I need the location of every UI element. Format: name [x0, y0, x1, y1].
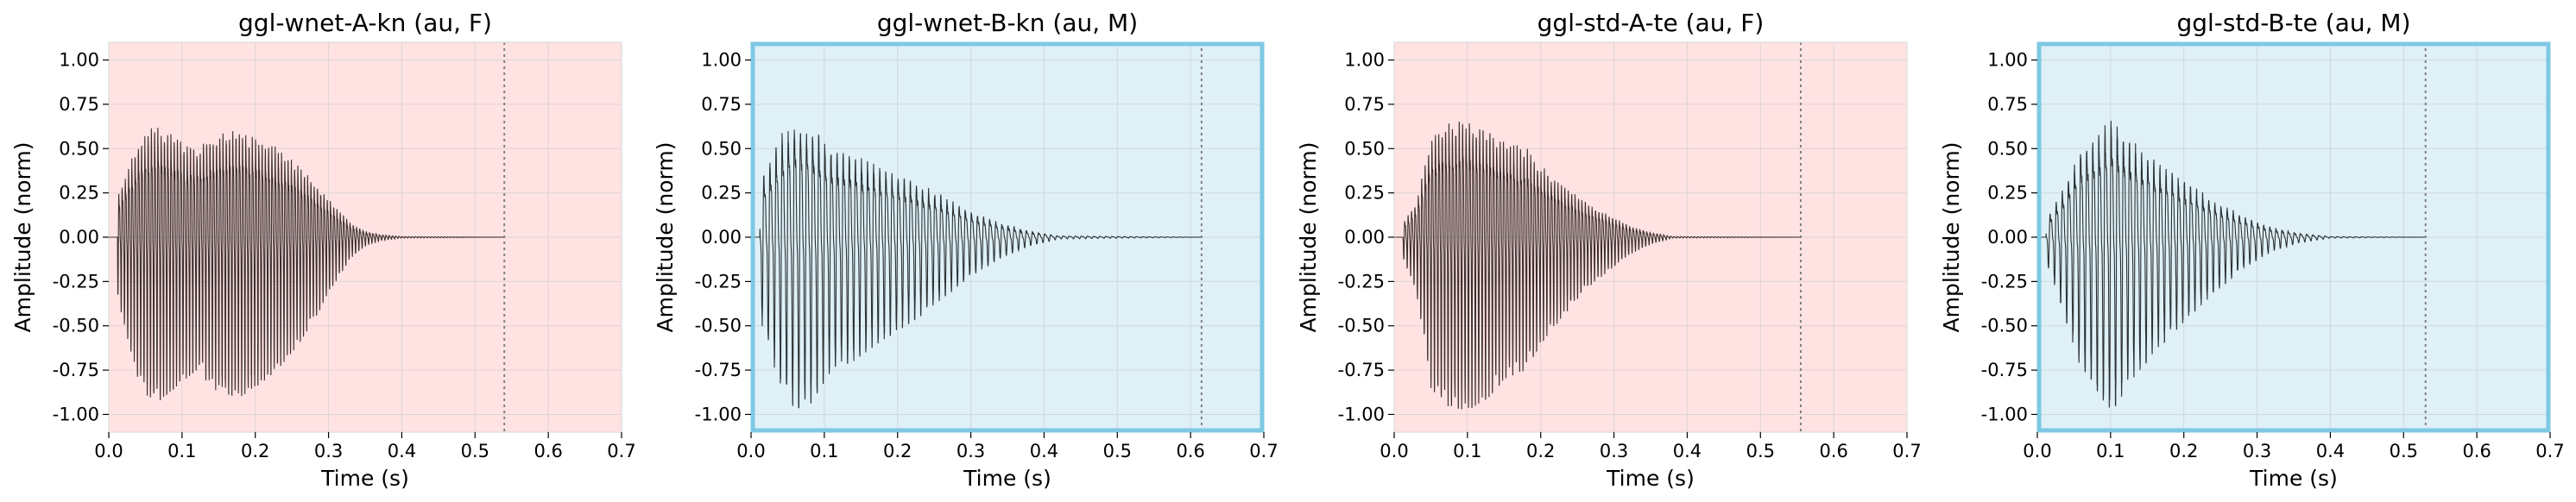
x-tick-label: 0.7: [1892, 441, 1921, 461]
x-tick-label: 0.3: [2243, 441, 2271, 461]
x-tick-label: 0.6: [534, 441, 562, 461]
y-tick-label: 0.50: [59, 138, 99, 159]
y-tick-label: 0.75: [59, 94, 99, 115]
y-tick-label: 0.50: [701, 138, 742, 159]
subplot-title: ggl-wnet-B-kn (au, M): [877, 9, 1138, 37]
x-tick-label: 0.4: [1030, 441, 1058, 461]
series-waveform: [1394, 121, 1801, 410]
y-tick-label: -0.75: [1981, 360, 2028, 380]
subplot-1: 0.0 0.1 0.2 0.3 0.4 0.5 0.6 0.7 1.00 0.75 0.50 0.25…: [10, 9, 636, 491]
x-tick-label: 0.1: [2096, 441, 2125, 461]
x-tick-label: 0.1: [810, 441, 838, 461]
x-tick-label: 0.3: [314, 441, 343, 461]
y-tick-label: 0.25: [1987, 183, 2028, 204]
y-tick-label: -0.50: [1981, 316, 2028, 336]
x-tick-label: 0.6: [1176, 441, 1204, 461]
x-tick-label: 0.2: [883, 441, 912, 461]
y-tick-label: -1.00: [695, 404, 742, 424]
subplot-4: 0.0 0.1 0.2 0.3 0.4 0.5 0.6 0.7 1.00 0.75 0.50 0.25…: [1939, 9, 2565, 491]
x-tick-label: 0.5: [1746, 441, 1775, 461]
y-tick-label: -0.50: [53, 316, 99, 336]
series-waveform: [2037, 120, 2426, 408]
y-axis-label: Amplitude (norm): [1296, 142, 1321, 333]
x-tick-label: 0.0: [94, 441, 123, 461]
y-tick-label: 0.00: [1344, 227, 1385, 248]
y-tick-label: -0.50: [695, 316, 742, 336]
y-tick-label: -0.50: [1338, 316, 1385, 336]
y-tick-label: 0.25: [1344, 183, 1385, 204]
x-tick-label: 0.4: [2316, 441, 2345, 461]
y-tick-label: -0.25: [1981, 271, 2028, 292]
x-tick-label: 0.6: [2462, 441, 2491, 461]
x-tick-label: 0.1: [167, 441, 196, 461]
y-axis-label: Amplitude (norm): [10, 142, 35, 333]
y-tick-label: 0.75: [1344, 94, 1385, 115]
highlight-border: [750, 41, 1265, 433]
y-tick-label: 0.00: [701, 227, 742, 248]
y-tick-label: 1.00: [701, 50, 742, 71]
y-tick-label: -0.75: [53, 360, 99, 380]
y-tick-label: 0.75: [701, 94, 742, 115]
y-tick-label: 0.50: [1344, 138, 1385, 159]
y-tick-label: 0.25: [701, 183, 742, 204]
x-tick-label: 0.4: [1673, 441, 1702, 461]
y-tick-label: -0.25: [53, 271, 99, 292]
y-tick-label: -0.75: [695, 360, 742, 380]
subplot-2: 0.0 0.1 0.2 0.3 0.4 0.5 0.6 0.7 1.00 0.75 0.50 0.25…: [653, 9, 1279, 491]
x-tick-label: 0.3: [957, 441, 985, 461]
x-tick-label: 0.3: [1600, 441, 1628, 461]
y-tick-label: 0.50: [1987, 138, 2028, 159]
x-axis-label: Time (s): [320, 466, 409, 491]
x-tick-label: 0.5: [2390, 441, 2418, 461]
x-tick-label: 0.2: [2169, 441, 2198, 461]
y-tick-label: 1.00: [1987, 50, 2028, 71]
series-waveform: [751, 129, 1202, 409]
x-tick-label: 0.7: [1249, 441, 1278, 461]
y-tick-label: -1.00: [1338, 404, 1385, 424]
x-tick-label: 0.2: [241, 441, 269, 461]
x-tick-label: 0.7: [2535, 441, 2564, 461]
x-tick-label: 0.6: [1819, 441, 1847, 461]
highlight-border: [2036, 41, 2551, 433]
x-tick-label: 0.7: [607, 441, 635, 461]
x-axis-label: Time (s): [2249, 466, 2338, 491]
y-tick-label: 0.00: [1987, 227, 2028, 248]
y-tick-label: 0.25: [59, 183, 99, 204]
subplot-title: ggl-std-A-te (au, F): [1537, 9, 1765, 37]
x-axis-label: Time (s): [1606, 466, 1695, 491]
x-tick-label: 0.0: [2023, 441, 2051, 461]
y-tick-label: -0.75: [1338, 360, 1385, 380]
x-axis-label: Time (s): [963, 466, 1051, 491]
x-tick-label: 0.2: [1526, 441, 1555, 461]
x-tick-label: 0.4: [388, 441, 416, 461]
subplot-3: 0.0 0.1 0.2 0.3 0.4 0.5 0.6 0.7 1.00 0.75 0.50 0.25…: [1296, 9, 1922, 491]
subplot-title: ggl-std-B-te (au, M): [2176, 9, 2410, 37]
y-tick-label: -0.25: [695, 271, 742, 292]
y-tick-label: 0.00: [59, 227, 99, 248]
y-tick-label: 1.00: [1344, 50, 1385, 71]
y-axis-label: Amplitude (norm): [1939, 142, 1964, 333]
y-tick-label: -0.25: [1338, 271, 1385, 292]
y-tick-label: -1.00: [1981, 404, 2028, 424]
x-tick-label: 0.0: [1380, 441, 1408, 461]
y-axis-label: Amplitude (norm): [653, 142, 678, 333]
subplot-title: ggl-wnet-A-kn (au, F): [238, 9, 492, 37]
y-tick-label: 1.00: [59, 50, 99, 71]
y-tick-label: 0.75: [1987, 94, 2028, 115]
x-tick-label: 0.5: [1103, 441, 1132, 461]
x-tick-label: 0.1: [1453, 441, 1481, 461]
series-waveform: [109, 128, 505, 401]
y-tick-label: -1.00: [53, 404, 99, 424]
x-tick-label: 0.5: [461, 441, 489, 461]
x-tick-label: 0.0: [736, 441, 765, 461]
